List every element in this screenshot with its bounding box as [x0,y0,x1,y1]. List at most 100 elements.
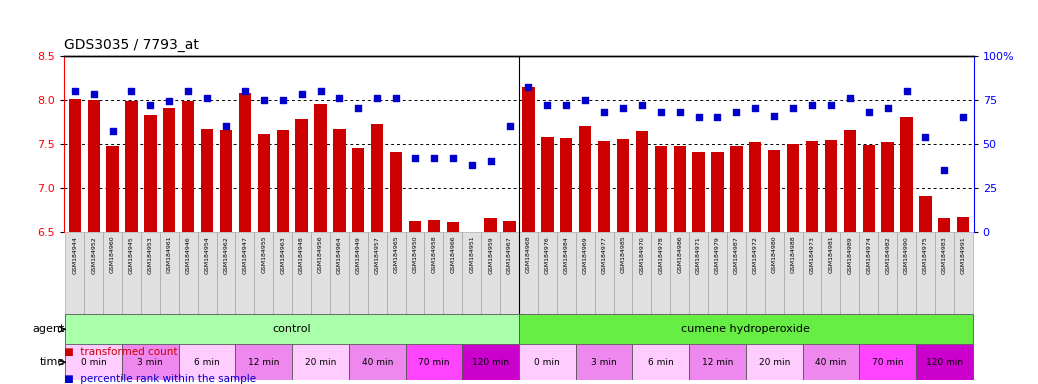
Bar [844,131,856,232]
Bar [632,344,689,380]
Text: GSM184987: GSM184987 [734,236,739,273]
Point [161,98,177,104]
Text: GSM184972: GSM184972 [753,236,758,274]
Text: GSM184952: GSM184952 [91,236,97,273]
Text: GSM184973: GSM184973 [810,236,815,274]
Bar [296,119,307,232]
Text: GSM184974: GSM184974 [867,236,871,274]
Text: GSM184947: GSM184947 [243,236,247,274]
Point [898,88,914,94]
Point [690,114,707,120]
Bar [65,232,84,314]
Point [350,105,366,111]
Bar [220,131,233,232]
Text: GSM184960: GSM184960 [110,236,115,273]
Bar [900,117,912,232]
Text: GSM184967: GSM184967 [507,236,512,273]
Point [274,97,291,103]
Bar [257,134,270,232]
Text: control: control [273,324,311,334]
Bar [330,232,349,314]
Bar [160,232,179,314]
Point [85,91,102,98]
Text: GSM184951: GSM184951 [469,236,474,273]
Text: GSM184954: GSM184954 [204,236,210,273]
Point [426,155,442,161]
Text: GSM184968: GSM184968 [526,236,531,273]
Bar [598,141,610,232]
Point [520,84,537,90]
Bar [349,232,367,314]
Bar [201,129,213,232]
Bar [579,126,592,232]
Bar [406,232,425,314]
Point [104,128,120,134]
Text: GSM184988: GSM184988 [791,236,795,273]
Text: GSM184990: GSM184990 [904,236,909,273]
Text: 70 min: 70 min [418,358,449,367]
Point [955,114,972,120]
Text: 70 min: 70 min [872,358,903,367]
Text: GSM184969: GSM184969 [582,236,588,273]
Point [312,88,329,94]
Point [653,109,670,115]
Bar [126,101,138,232]
Text: GSM184979: GSM184979 [715,236,720,274]
Bar [522,87,535,232]
Text: GSM184963: GSM184963 [280,236,285,273]
Point [237,88,253,94]
Text: GSM184955: GSM184955 [262,236,267,273]
Point [66,88,83,94]
Bar [916,232,935,314]
Text: 3 min: 3 min [137,358,163,367]
Bar [273,232,292,314]
Bar [802,232,821,314]
Bar [689,232,708,314]
Bar [179,344,236,380]
Text: GSM184971: GSM184971 [696,236,701,273]
Bar [367,232,387,314]
Point [331,95,348,101]
Bar [576,232,595,314]
Bar [863,146,875,232]
Text: ■  percentile rank within the sample: ■ percentile rank within the sample [64,374,256,384]
Text: GSM184956: GSM184956 [318,236,323,273]
Bar [276,131,289,232]
Text: GSM184982: GSM184982 [885,236,891,273]
Point [368,95,385,101]
Bar [197,232,217,314]
Text: GDS3035 / 7793_at: GDS3035 / 7793_at [64,38,199,52]
Bar [236,232,254,314]
Bar [749,142,762,232]
Text: 120 min: 120 min [926,358,963,367]
Bar [84,232,103,314]
Bar [878,232,897,314]
Bar [541,137,553,232]
Bar [765,232,784,314]
Text: GSM184985: GSM184985 [621,236,626,273]
Bar [182,101,194,232]
Bar [938,218,951,232]
Bar [954,232,973,314]
Bar [746,232,765,314]
Bar [825,140,837,232]
Bar [519,232,538,314]
Bar [69,99,81,232]
Text: GSM184966: GSM184966 [450,236,456,273]
Bar [141,232,160,314]
Text: 3 min: 3 min [592,358,617,367]
Bar [122,232,141,314]
Text: ■  transformed count: ■ transformed count [64,347,177,357]
Text: 120 min: 120 min [472,358,510,367]
Text: 12 min: 12 min [702,358,733,367]
Point [142,102,159,108]
Bar [292,232,311,314]
Bar [406,344,462,380]
Bar [674,146,686,232]
Bar [935,232,954,314]
Text: GSM184962: GSM184962 [223,236,228,273]
Bar [333,129,346,232]
Bar [425,232,443,314]
Text: GSM184986: GSM184986 [677,236,682,273]
Point [388,95,405,101]
